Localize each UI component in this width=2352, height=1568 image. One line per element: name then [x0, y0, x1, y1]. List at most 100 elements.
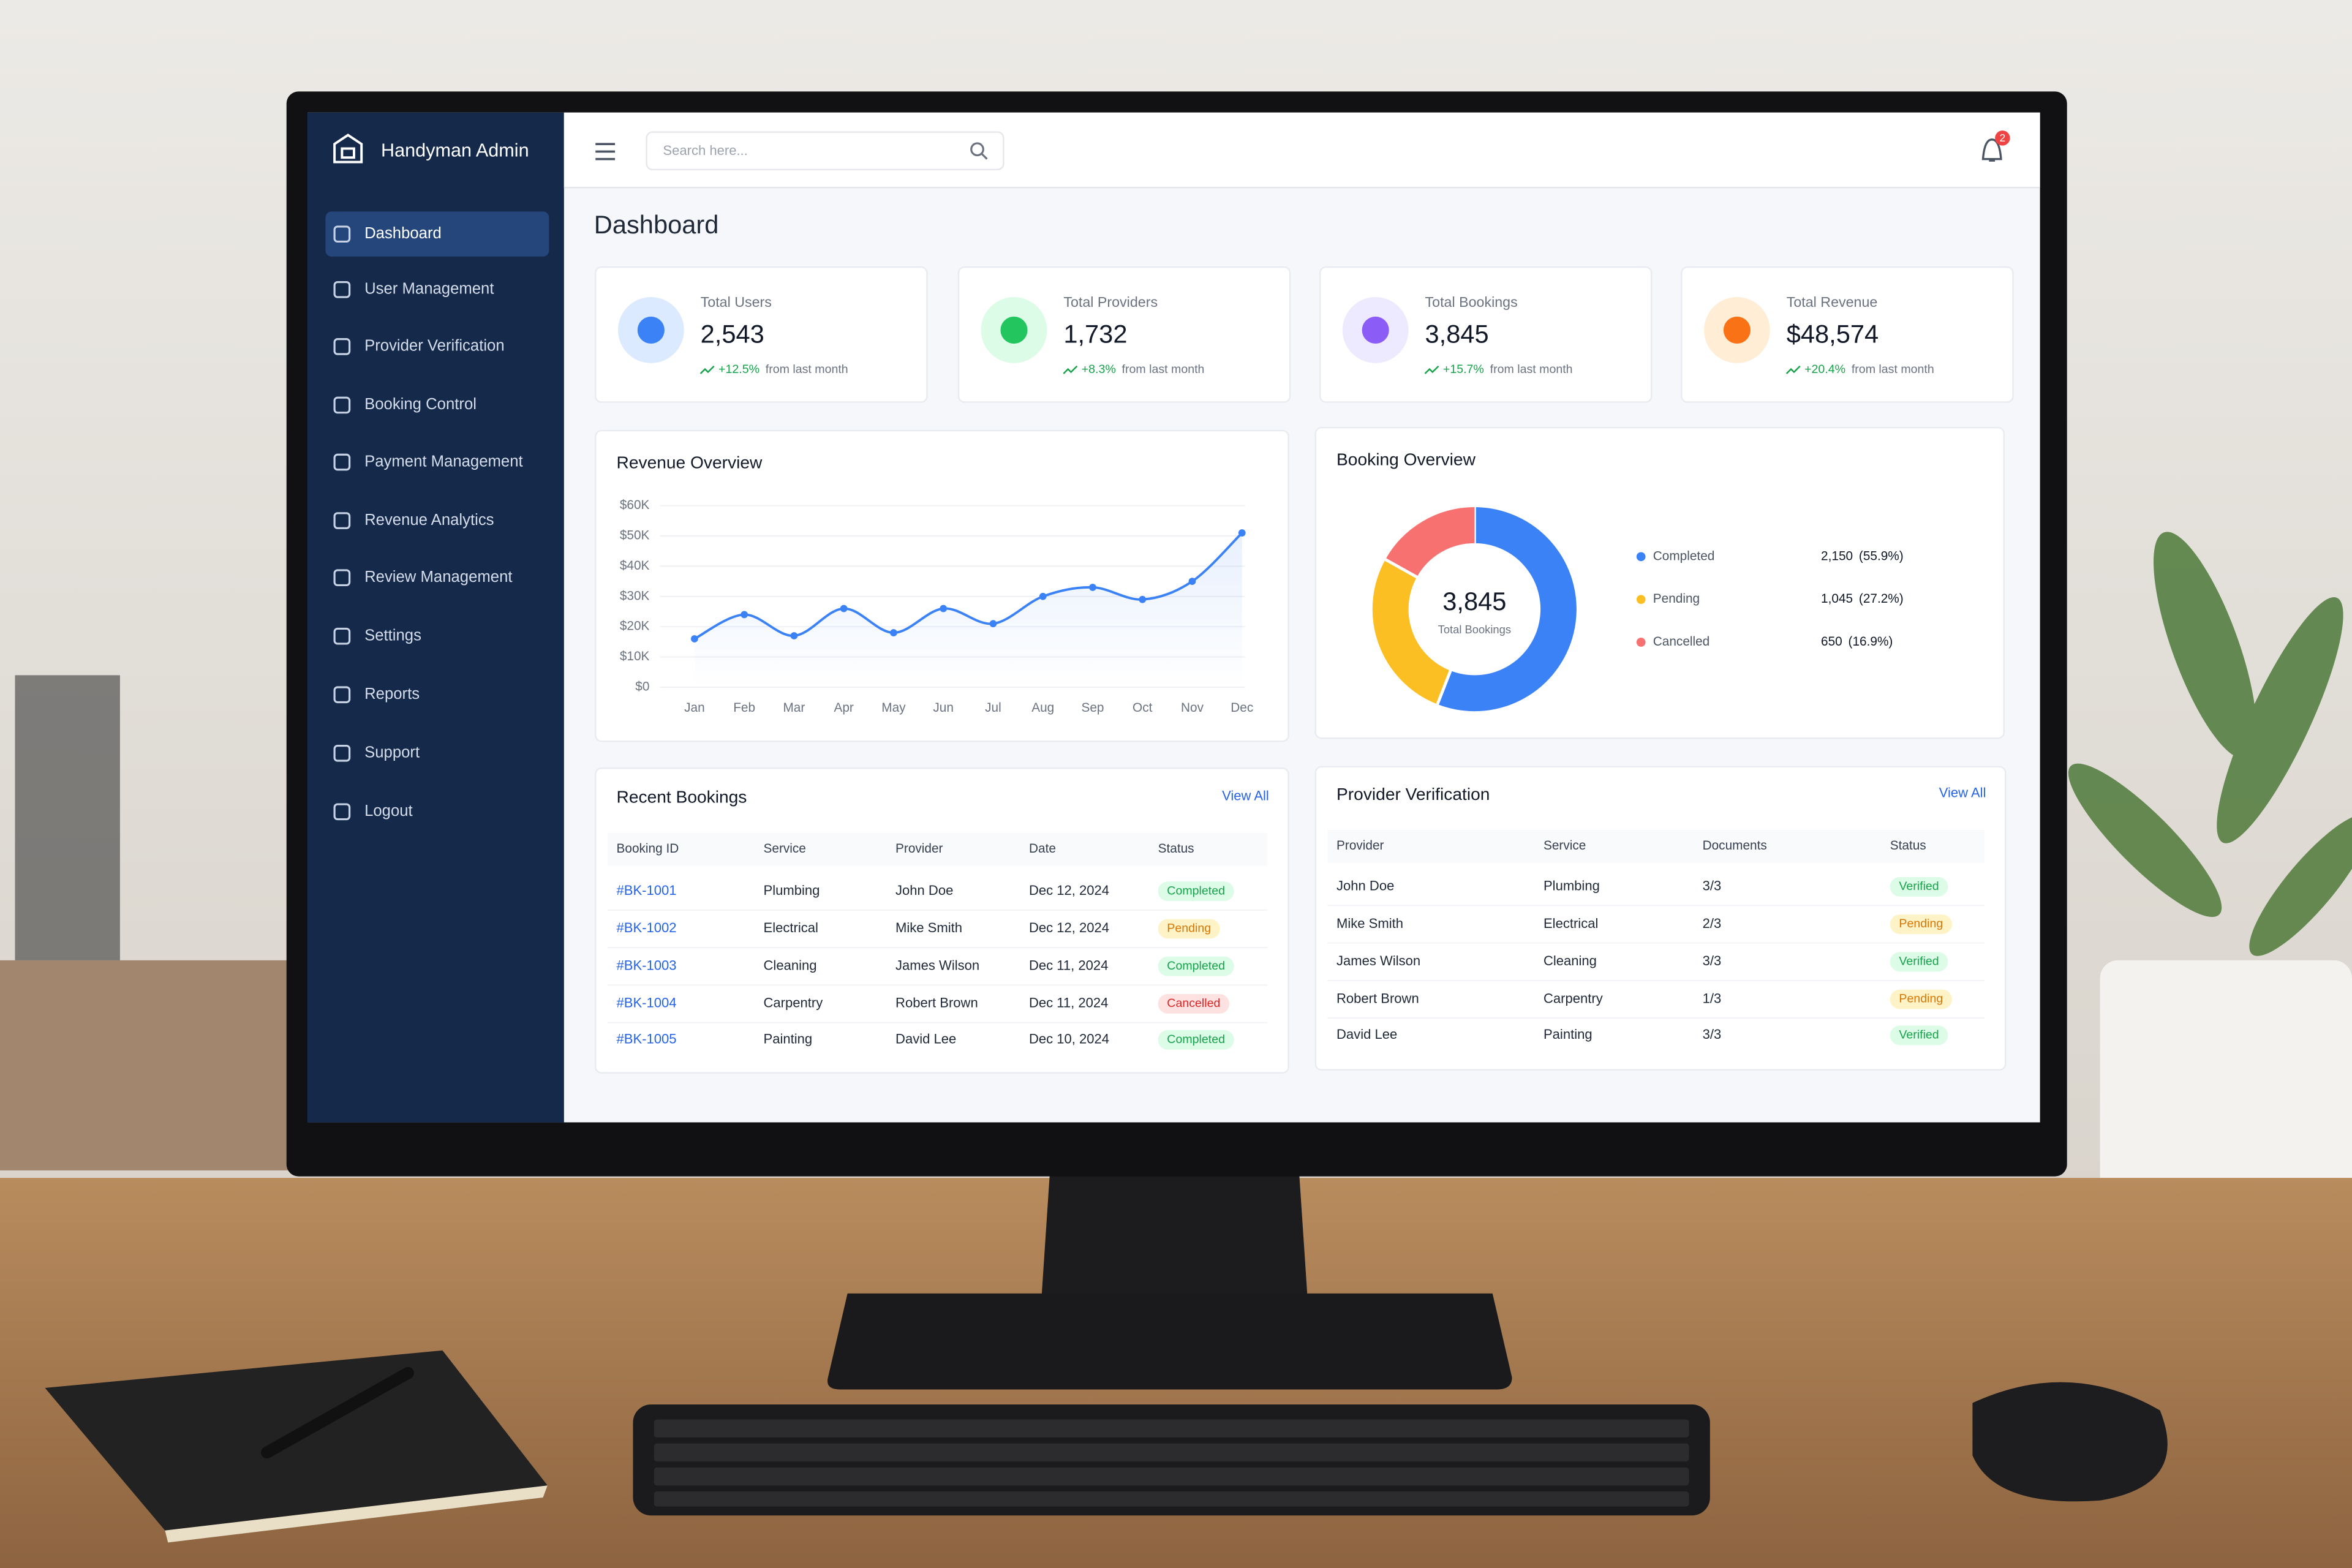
donut-center-value: 3,845: [1442, 587, 1506, 616]
menu-item[interactable]: Provider Verification: [364, 337, 505, 355]
table-cell: David Lee: [1336, 1027, 1397, 1042]
table-cell: Dec 10, 2024: [1029, 1031, 1109, 1047]
legend-dot: [1636, 638, 1646, 647]
line-point: [741, 611, 748, 619]
mouse: [1972, 1382, 2168, 1502]
shelf: [0, 960, 300, 1170]
menu-item[interactable]: Settings: [364, 627, 421, 644]
menu-item[interactable]: Support: [364, 744, 420, 761]
x-tick-label: Mar: [783, 701, 805, 715]
stat-title: Total Revenue: [1787, 294, 1878, 310]
legend-dot: [1636, 595, 1646, 605]
booking-id-link[interactable]: #BK-1001: [617, 883, 677, 898]
menu-item[interactable]: Booking Control: [364, 396, 477, 413]
status-text: Completed: [1167, 959, 1225, 973]
table-cell: Dec 12, 2024: [1029, 883, 1109, 898]
chart-title: Revenue Overview: [617, 453, 763, 472]
stat-title: Total Users: [701, 294, 772, 310]
search-placeholder: Search here...: [663, 143, 747, 158]
view-all-link[interactable]: View All: [1222, 788, 1269, 804]
stat-change: +8.3%: [1082, 363, 1116, 376]
stat-value: 1,732: [1063, 320, 1127, 349]
notebook-pages: [165, 1485, 548, 1543]
line: [693, 532, 1243, 640]
table-cell: 3/3: [1703, 1027, 1722, 1042]
menu-icon: [333, 453, 351, 471]
stat-value: 3,845: [1425, 320, 1489, 349]
legend-label: Cancelled: [1653, 635, 1709, 649]
menu-item[interactable]: Review Management: [364, 568, 512, 586]
plant: [2068, 532, 2352, 956]
menu-icon: [333, 744, 351, 762]
menu-icon: [333, 803, 351, 821]
status-pill: [1158, 993, 1230, 1014]
table-cell: James Wilson: [1336, 953, 1420, 968]
column-header: Service: [1544, 839, 1586, 853]
menu-icon: [333, 281, 351, 298]
menu-item[interactable]: Reports: [364, 685, 420, 703]
status-pill: [1890, 989, 1952, 1009]
menu-item[interactable]: Revenue Analytics: [364, 511, 494, 529]
line-point: [890, 629, 897, 636]
x-tick-label: Jun: [933, 701, 954, 715]
table-cell: David Lee: [895, 1031, 956, 1047]
column-header: Documents: [1703, 839, 1767, 853]
menu-icon: [333, 512, 351, 529]
x-tick-label: Jan: [684, 701, 705, 715]
line-point: [840, 605, 848, 612]
stat-value: $48,574: [1787, 320, 1879, 349]
legend-percent: (16.9%): [1849, 635, 1893, 649]
y-tick-label: $60K: [620, 498, 650, 512]
menu-item[interactable]: Logout: [364, 802, 413, 820]
booking-id-link[interactable]: #BK-1002: [617, 920, 677, 935]
table-cell: Robert Brown: [895, 995, 978, 1011]
status-text: Verified: [1899, 1028, 1939, 1042]
table-header-bg: [1327, 829, 1985, 863]
status-text: Pending: [1899, 992, 1943, 1006]
status-pill: [1890, 914, 1952, 934]
x-tick-label: May: [881, 701, 906, 715]
table-cell: Robert Brown: [1336, 990, 1419, 1006]
line-area: [694, 533, 1242, 687]
booking-id-link[interactable]: #BK-1003: [617, 957, 677, 973]
line-point: [691, 635, 698, 643]
stat-change: +15.7%: [1443, 363, 1484, 376]
menu-item[interactable]: User Management: [364, 281, 494, 298]
y-tick-label: $30K: [620, 589, 650, 603]
x-tick-label: Feb: [733, 701, 755, 715]
line-point: [1139, 595, 1147, 603]
table-cell: Dec 11, 2024: [1029, 957, 1108, 973]
view-all-link[interactable]: View All: [1939, 785, 1986, 801]
x-tick-label: Jul: [985, 701, 1001, 715]
stat-change: +12.5%: [718, 363, 760, 376]
column-header: Booking ID: [617, 842, 679, 856]
menu-icon: [333, 338, 351, 355]
notification-count: 2: [2000, 132, 2006, 144]
booking-id-link[interactable]: #BK-1004: [617, 995, 677, 1011]
table-cell: 2/3: [1703, 916, 1722, 931]
donut-gap: [1435, 668, 1453, 706]
trend-icon: [1424, 365, 1439, 374]
menu-toggle[interactable]: [595, 143, 616, 160]
notification-bell[interactable]: [1981, 138, 2002, 162]
search-box[interactable]: [646, 131, 1005, 171]
books: [15, 675, 120, 960]
table-cell: John Doe: [1336, 878, 1394, 894]
table-cell: Cleaning: [764, 957, 817, 973]
status-pill: [1158, 1030, 1234, 1050]
legend-label: Completed: [1653, 549, 1715, 563]
stat-icon: [1723, 316, 1751, 344]
stat-icon: [637, 316, 665, 344]
trend-icon: [699, 365, 715, 374]
booking-id-link[interactable]: #BK-1005: [617, 1031, 677, 1047]
stat-icon: [1000, 316, 1028, 344]
y-tick-label: $20K: [620, 619, 650, 633]
plant-pot: [2100, 960, 2352, 1216]
menu-item[interactable]: Dashboard: [364, 225, 442, 242]
table-cell: Dec 12, 2024: [1029, 920, 1109, 935]
menu-item[interactable]: Payment Management: [364, 453, 523, 470]
monitor-base: [827, 1293, 1512, 1390]
stat-icon: [1362, 316, 1389, 344]
page-title: Dashboard: [594, 210, 719, 239]
